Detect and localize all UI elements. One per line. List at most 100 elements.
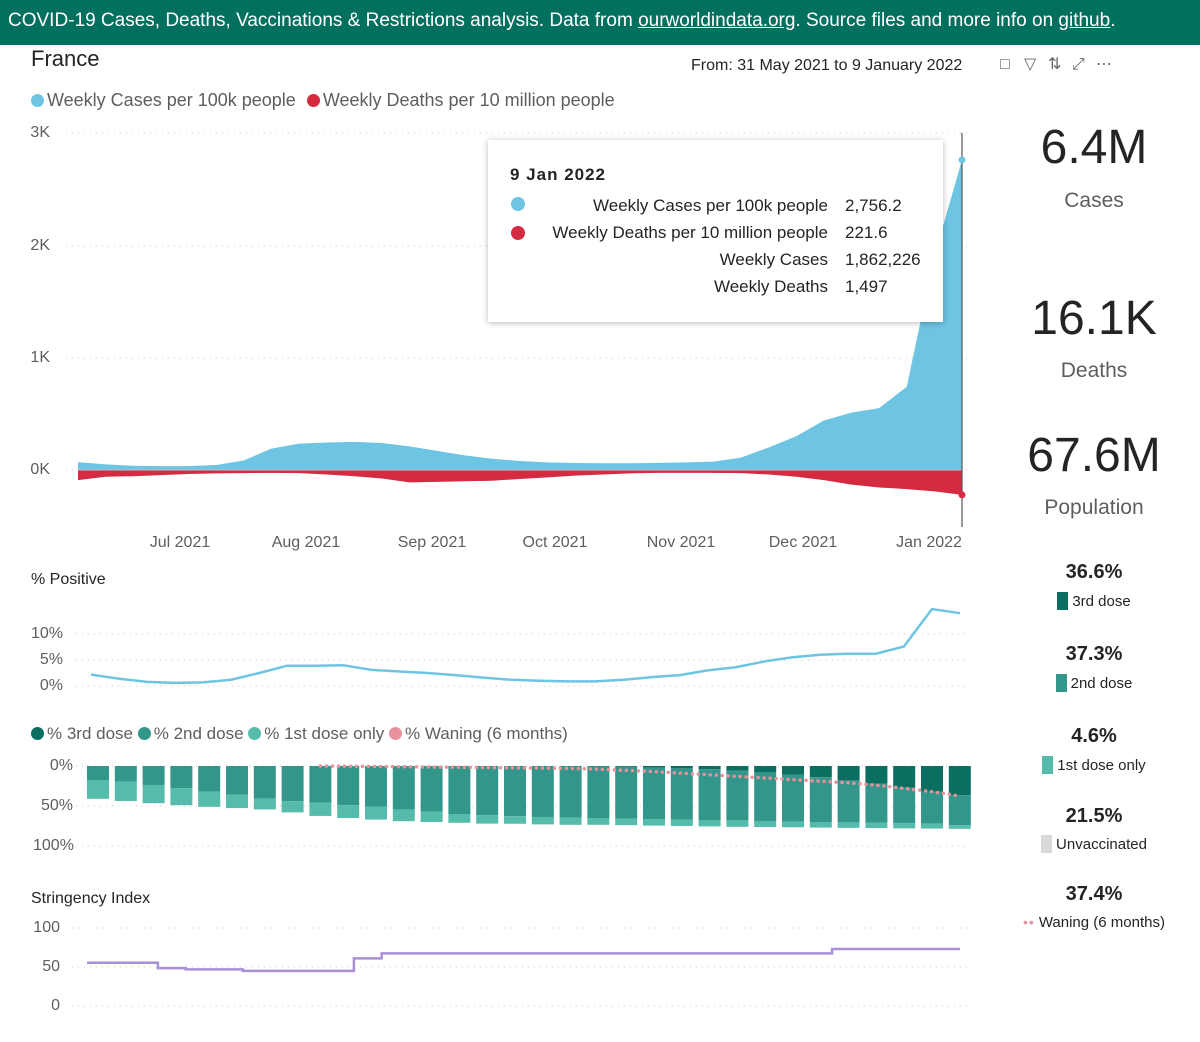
bar-2nd-dose	[504, 766, 526, 817]
first-dose-swatch-icon	[1042, 756, 1054, 774]
y-tick: 2K	[30, 237, 50, 254]
bar-2nd-dose	[893, 787, 916, 824]
bar-2nd-dose	[587, 766, 610, 818]
bar-1st-dose-only	[670, 819, 693, 826]
bar-1st-dose-only	[559, 817, 582, 825]
y-tick: 1K	[30, 349, 50, 366]
cases-dot-icon	[31, 94, 44, 107]
legend-item-waning[interactable]: % Waning (6 months)	[389, 724, 568, 743]
bar-2nd-dose	[643, 767, 665, 820]
legend-item-2nd-dose[interactable]: % 2nd dose	[137, 724, 244, 743]
bar-2nd-dose	[948, 795, 971, 826]
bar-2nd-dose	[281, 766, 304, 802]
cases-hover-point	[958, 156, 966, 164]
bar-2nd-dose	[309, 766, 332, 803]
bar-2nd-dose	[198, 766, 221, 792]
y-tick: 0%	[39, 677, 63, 694]
tooltip-label: Weekly Cases	[719, 250, 828, 269]
tooltip-row: Weekly Deaths per 10 million people 221.…	[488, 223, 943, 247]
positive-rate-line	[90, 607, 961, 685]
y-tick: 100%	[33, 837, 74, 854]
bar-1st-dose-only	[226, 794, 248, 809]
tooltip-value: 1,497	[845, 277, 888, 296]
vaccination-legend: % 3rd dose % 2nd dose % 1st dose only % …	[31, 724, 568, 744]
bar-2nd-dose	[809, 777, 832, 822]
waning-dots-icon: ••	[1023, 914, 1035, 930]
legend-item-cases[interactable]: Weekly Cases per 100k people	[31, 90, 296, 110]
y-tick: 3K	[30, 124, 50, 141]
country-title: France	[31, 46, 100, 71]
deaths-hover-point	[958, 491, 966, 499]
cases-kpi-value: 6.4M	[1040, 121, 1148, 174]
third-dose-label-row: 3rd dose	[994, 592, 1194, 610]
second-dose-value: 37.3%	[1065, 643, 1123, 665]
bar-2nd-dose	[782, 774, 804, 822]
legend-item-1st-dose[interactable]: % 1st dose only	[248, 724, 384, 743]
ourworldindata-link[interactable]: ourworldindata.org	[638, 10, 796, 31]
bar-1st-dose-only	[948, 825, 971, 829]
tooltip-value: 1,862,226	[845, 250, 921, 269]
y-tick: 50	[42, 958, 60, 975]
cases-dot-icon	[511, 197, 525, 211]
bar-1st-dose-only	[837, 822, 860, 828]
third-dose-swatch-icon	[1057, 592, 1069, 610]
x-tick: Oct 2021	[522, 534, 588, 551]
bar-1st-dose-only	[587, 818, 610, 825]
bar-1st-dose-only	[921, 823, 943, 829]
first-dose-value: 4.6%	[1071, 725, 1117, 747]
first-dose-dot-icon	[248, 727, 262, 740]
bar-1st-dose-only	[420, 811, 443, 822]
legend-label: % Waning (6 months)	[405, 724, 568, 743]
y-tick: 10%	[30, 625, 63, 642]
stringency-chart-title: Stringency Index	[31, 890, 151, 907]
population-kpi-value: 67.6M	[1027, 429, 1161, 482]
x-tick: Aug 2021	[271, 534, 341, 551]
bar-2nd-dose	[114, 766, 137, 782]
legend-item-3rd-dose[interactable]: % 3rd dose	[31, 724, 133, 743]
bar-3rd-dose	[698, 766, 721, 770]
bar-2nd-dose	[754, 772, 777, 821]
drill-icon[interactable]: ⇅	[1048, 56, 1062, 73]
bar-2nd-dose	[420, 766, 443, 812]
x-tick: Nov 2021	[646, 534, 716, 551]
unvaccinated-swatch-icon	[1041, 835, 1053, 853]
banner-suffix: .	[1110, 10, 1116, 31]
bar-2nd-dose	[698, 769, 721, 820]
deaths-kpi-value: 16.1K	[1031, 292, 1157, 345]
x-tick: Sep 2021	[397, 534, 467, 551]
legend-label: Weekly Deaths per 10 million people	[322, 90, 615, 110]
banner-text: COVID-19 Cases, Deaths, Vaccinations & R…	[8, 10, 639, 31]
tooltip-label: Weekly Deaths	[713, 277, 828, 296]
bar-1st-dose-only	[531, 816, 554, 825]
bar-1st-dose-only	[392, 809, 415, 822]
bar-2nd-dose	[837, 780, 860, 823]
waning-label-row: •• Waning (6 months)	[994, 914, 1194, 931]
bar-2nd-dose	[142, 766, 165, 785]
bar-1st-dose-only	[87, 780, 109, 799]
bar-2nd-dose	[726, 770, 749, 821]
bar-2nd-dose	[87, 766, 109, 780]
bar-2nd-dose	[365, 766, 387, 807]
github-link[interactable]: github	[1058, 10, 1111, 31]
bar-1st-dose-only	[726, 820, 749, 827]
more-options-icon[interactable]: ⋯	[1096, 56, 1112, 73]
bar-3rd-dose	[948, 766, 971, 796]
focus-mode-icon[interactable]: □	[1000, 56, 1010, 73]
positive-chart-title: % Positive	[31, 571, 106, 588]
legend-label: % 2nd dose	[153, 724, 244, 743]
tooltip-value: 221.6	[845, 223, 888, 242]
bar-1st-dose-only	[643, 819, 665, 826]
filter-icon[interactable]: ▽	[1024, 56, 1037, 73]
second-dose-swatch-icon	[1055, 674, 1067, 692]
legend-item-deaths[interactable]: Weekly Deaths per 10 million people	[306, 90, 615, 110]
bar-3rd-dose	[837, 766, 860, 781]
bar-1st-dose-only	[893, 823, 916, 829]
tooltip-row: Weekly Deaths 1,497	[488, 277, 943, 301]
bar-2nd-dose	[226, 766, 248, 795]
header-banner: COVID-19 Cases, Deaths, Vaccinations & R…	[0, 0, 1200, 45]
bar-1st-dose-only	[365, 806, 387, 820]
deaths-dot-icon	[306, 94, 320, 107]
bar-3rd-dose	[643, 766, 665, 768]
deaths-dot-icon	[511, 226, 525, 240]
expand-icon[interactable]: ⤢	[1072, 56, 1085, 73]
